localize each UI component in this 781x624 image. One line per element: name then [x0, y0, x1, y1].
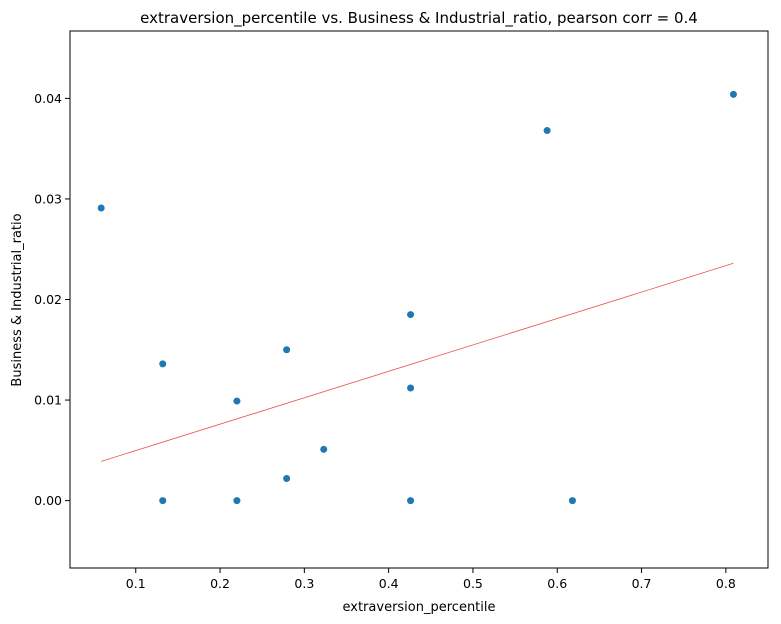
y-tick-label: 0.01 [34, 393, 62, 408]
data-point [233, 397, 241, 405]
x-axis-label: extraversion_percentile [343, 600, 496, 615]
y-tick-label: 0.03 [34, 191, 62, 206]
x-tick-label: 0.2 [210, 576, 230, 591]
data-point [283, 346, 291, 354]
data-point [97, 204, 105, 212]
x-tick-label: 0.8 [716, 576, 736, 591]
data-point [407, 384, 415, 392]
data-point [283, 475, 291, 482]
x-tick-label: 0.7 [632, 576, 652, 591]
data-point [568, 497, 576, 505]
y-axis: 0.00 0.01 0.02 0.03 0.04 [34, 91, 70, 508]
data-point [729, 90, 737, 98]
data-point [407, 497, 415, 505]
y-tick-label: 0.02 [34, 292, 62, 307]
data-point [159, 360, 167, 368]
y-tick-label: 0.00 [34, 493, 62, 508]
data-point [320, 445, 328, 453]
x-tick-label: 0.1 [126, 576, 146, 591]
y-axis-label: Business & Industrial_ratio [10, 213, 25, 386]
trend-line [101, 262, 734, 462]
y-tick-label: 0.04 [34, 91, 62, 106]
data-points [97, 90, 737, 505]
x-tick-label: 0.4 [379, 576, 399, 591]
x-tick-label: 0.5 [463, 576, 483, 591]
chart-title: extraversion_percentile vs. Business & I… [140, 9, 698, 28]
x-tick-label: 0.6 [547, 576, 567, 591]
plot-frame [69, 30, 769, 569]
data-point [233, 497, 241, 505]
x-axis: 0.1 0.2 0.3 0.4 0.5 0.6 0.7 0.8 [126, 568, 736, 591]
data-point [407, 311, 415, 319]
x-tick-label: 0.3 [294, 576, 314, 591]
trend-line-group [101, 262, 734, 462]
data-point [543, 127, 551, 135]
data-point [159, 497, 167, 505]
